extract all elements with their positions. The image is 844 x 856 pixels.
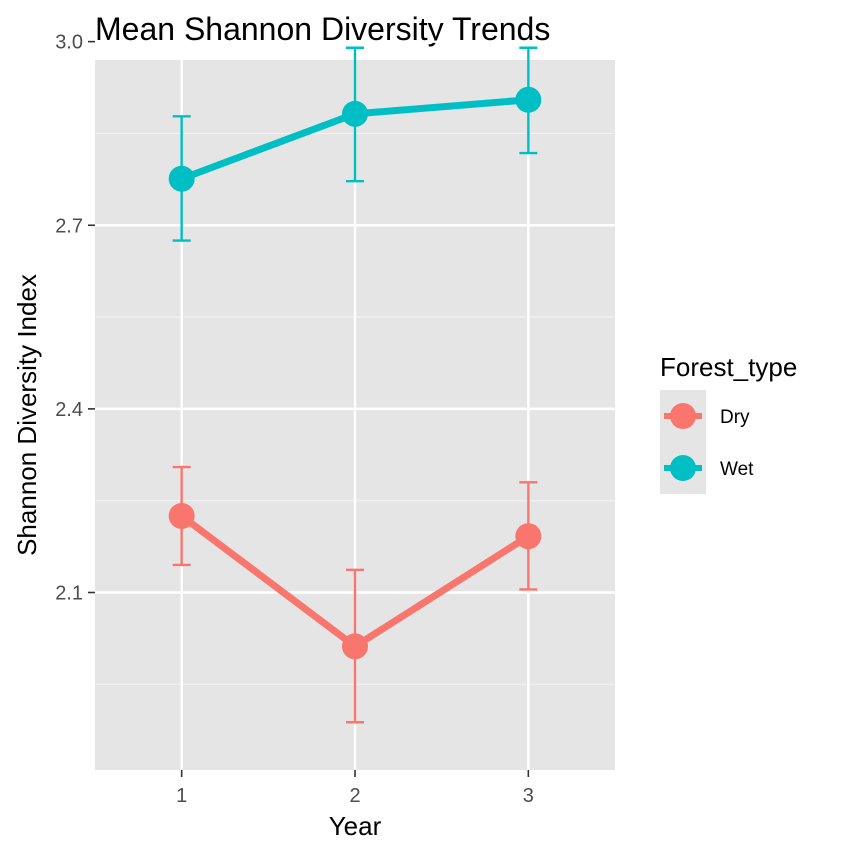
series-wet	[168, 46, 542, 242]
data-point-wet	[515, 86, 542, 113]
data-point-dry	[342, 633, 368, 660]
data-point-dry	[515, 523, 542, 550]
grid-major	[95, 40, 615, 770]
x-tick-label: 3	[523, 785, 534, 807]
y-tick-label: 2.1	[55, 583, 83, 605]
legend-key-point	[670, 455, 696, 481]
y-axis-title: Shannon Diversity Index	[12, 274, 42, 556]
x-tick-label: 2	[349, 785, 360, 807]
x-axis: 1 2 3	[176, 770, 534, 807]
legend-label: Wet	[720, 459, 754, 480]
legend-item-wet: Wet	[660, 442, 754, 494]
y-tick-label: 3.0	[55, 32, 83, 54]
x-axis-title: Year	[329, 811, 382, 841]
legend-title: Forest_type	[660, 352, 797, 382]
y-axis: 2.1 2.4 2.7 3.0	[55, 32, 95, 605]
legend: Forest_type Dry Wet	[660, 352, 797, 494]
legend-item-dry: Dry	[660, 390, 750, 442]
x-tick-label: 1	[176, 785, 187, 807]
data-point-dry	[168, 502, 195, 529]
legend-label: Dry	[720, 407, 750, 428]
y-tick-label: 2.4	[55, 399, 83, 421]
legend-key-point	[670, 403, 696, 429]
data-point-wet	[342, 100, 368, 127]
series-dry	[168, 465, 542, 724]
y-tick-label: 2.7	[55, 215, 83, 237]
data-point-wet	[168, 165, 195, 192]
series-layer	[168, 46, 542, 724]
